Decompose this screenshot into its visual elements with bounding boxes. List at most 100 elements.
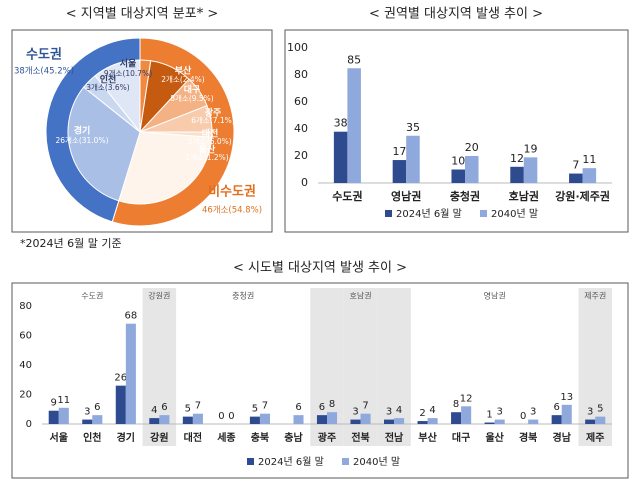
slice-label: 대전 — [202, 128, 219, 140]
legend-label: 2024년 6월 말 — [258, 456, 324, 468]
bar — [484, 422, 495, 424]
value-label: 13 — [560, 392, 573, 403]
bar — [494, 419, 505, 424]
y-tick-label: 40 — [19, 360, 32, 371]
bar — [510, 166, 524, 183]
x-tick-label: 강원·제주권 — [555, 189, 610, 203]
bar-frame — [11, 282, 629, 479]
legend-swatch — [385, 210, 392, 217]
bar — [417, 421, 428, 424]
bar — [394, 418, 405, 424]
y-tick-label: 40 — [294, 122, 308, 135]
x-tick-label: 전남 — [385, 431, 404, 444]
slice-label: 경기 — [74, 125, 91, 137]
value-label: 5 — [252, 404, 258, 415]
value-label: 38 — [334, 117, 348, 130]
x-tick-label: 제주 — [586, 431, 604, 444]
value-label: 0 — [520, 411, 526, 422]
bar — [461, 406, 472, 424]
x-tick-label: 서울 — [50, 431, 68, 444]
value-label: 1 — [486, 410, 492, 421]
bar — [82, 419, 93, 424]
slice-label: 울산 — [199, 144, 216, 156]
group-label: 충청권 — [232, 291, 254, 301]
bar — [406, 135, 420, 183]
bar — [192, 413, 203, 424]
bar — [595, 416, 606, 424]
value-label: 3 — [352, 407, 358, 418]
group-label: 호남권 — [349, 291, 371, 301]
value-label: 6 — [319, 402, 325, 413]
slice-label: 수도권 — [26, 48, 62, 63]
legend-label: 2040년 말 — [353, 456, 400, 468]
bar — [561, 404, 572, 424]
group-label: 영남권 — [484, 291, 506, 301]
value-label: 0 — [218, 411, 224, 422]
value-label: 3 — [587, 407, 593, 418]
x-tick-label: 경북 — [519, 431, 537, 444]
value-label: 85 — [347, 53, 361, 66]
x-tick-label: 경남 — [553, 431, 572, 444]
pie-slice — [94, 59, 141, 134]
x-tick-label: 충남 — [284, 431, 303, 444]
value-label: 20 — [465, 141, 479, 154]
value-label: 26 — [114, 373, 127, 384]
chart-title: < 권역별 대상지역 발생 추이 > — [369, 7, 543, 22]
y-tick-label: 20 — [19, 390, 32, 401]
bar — [360, 413, 371, 424]
x-tick-label: 경기 — [117, 431, 135, 444]
slice-label: 대구 — [184, 84, 201, 96]
y-tick-label: 80 — [294, 68, 308, 81]
value-label: 3 — [386, 407, 392, 418]
chart-title: < 시도별 대상지역 발생 추이 > — [233, 261, 407, 276]
group-label: 수도권 — [81, 291, 103, 301]
legend-swatch — [342, 458, 349, 465]
x-tick-label: 호남권 — [509, 189, 539, 203]
value-label: 3 — [530, 407, 536, 418]
pie-slice — [67, 86, 141, 202]
slice-value-label: 1개소(1.2%) — [185, 152, 229, 162]
slice-value-label: 5개소(6.0%) — [188, 136, 232, 146]
value-label: 0 — [228, 411, 234, 422]
x-tick-label: 울산 — [485, 431, 504, 444]
bar — [333, 131, 348, 183]
y-tick-label: 80 — [19, 301, 32, 312]
legend-swatch — [480, 210, 487, 217]
group-label: 제주권 — [584, 291, 606, 301]
y-tick-label: 60 — [19, 331, 32, 342]
value-label: 6 — [295, 402, 301, 413]
bar — [427, 418, 438, 424]
value-label: 4 — [396, 405, 402, 416]
bar — [451, 412, 462, 424]
bar — [58, 407, 69, 424]
value-label: 6 — [161, 402, 167, 413]
value-label: 7 — [262, 401, 268, 412]
value-label: 4 — [429, 405, 435, 416]
bar — [528, 419, 539, 424]
bar — [48, 410, 59, 424]
bar — [149, 418, 160, 424]
value-label: 11 — [57, 395, 70, 406]
value-label: 6 — [553, 402, 559, 413]
bar — [585, 419, 596, 424]
bar — [350, 419, 361, 424]
pie-slice — [118, 131, 213, 205]
y-tick-label: 100 — [287, 41, 308, 54]
legend-label: 2040년 말 — [491, 208, 538, 220]
value-label: 3 — [84, 407, 90, 418]
value-label: 35 — [406, 121, 420, 134]
group-label: 강원권 — [148, 291, 170, 301]
x-tick-label: 인천 — [83, 431, 101, 444]
bar — [384, 419, 395, 424]
bar — [159, 415, 170, 424]
bar — [347, 68, 361, 183]
slice-value-label: 6개소(7.1%) — [191, 115, 235, 125]
slice-label: 비수도권 — [208, 185, 256, 200]
value-label: 19 — [524, 142, 538, 155]
y-tick-label: 60 — [294, 95, 308, 108]
bar — [259, 413, 270, 424]
bar — [182, 416, 193, 424]
bar — [125, 323, 136, 424]
